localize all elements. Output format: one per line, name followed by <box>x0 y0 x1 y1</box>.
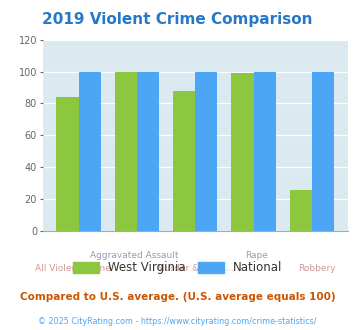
Legend: West Virginia, National: West Virginia, National <box>68 257 287 279</box>
Bar <box>195 72 217 231</box>
Text: Rape: Rape <box>245 251 268 260</box>
Bar <box>56 97 79 231</box>
Bar <box>231 73 253 231</box>
Text: Compared to U.S. average. (U.S. average equals 100): Compared to U.S. average. (U.S. average … <box>20 292 335 302</box>
Text: © 2025 CityRating.com - https://www.cityrating.com/crime-statistics/: © 2025 CityRating.com - https://www.city… <box>38 317 317 326</box>
Text: Robbery: Robbery <box>299 264 336 273</box>
Bar <box>290 189 312 231</box>
Bar <box>115 72 137 231</box>
Bar <box>173 91 195 231</box>
Bar <box>253 72 276 231</box>
Text: All Violent Crime: All Violent Crime <box>35 264 111 273</box>
Bar <box>79 72 101 231</box>
Text: 2019 Violent Crime Comparison: 2019 Violent Crime Comparison <box>42 12 313 26</box>
Bar <box>312 72 334 231</box>
Text: Aggravated Assault: Aggravated Assault <box>90 251 179 260</box>
Bar <box>137 72 159 231</box>
Text: Murder & Mans...: Murder & Mans... <box>157 264 234 273</box>
